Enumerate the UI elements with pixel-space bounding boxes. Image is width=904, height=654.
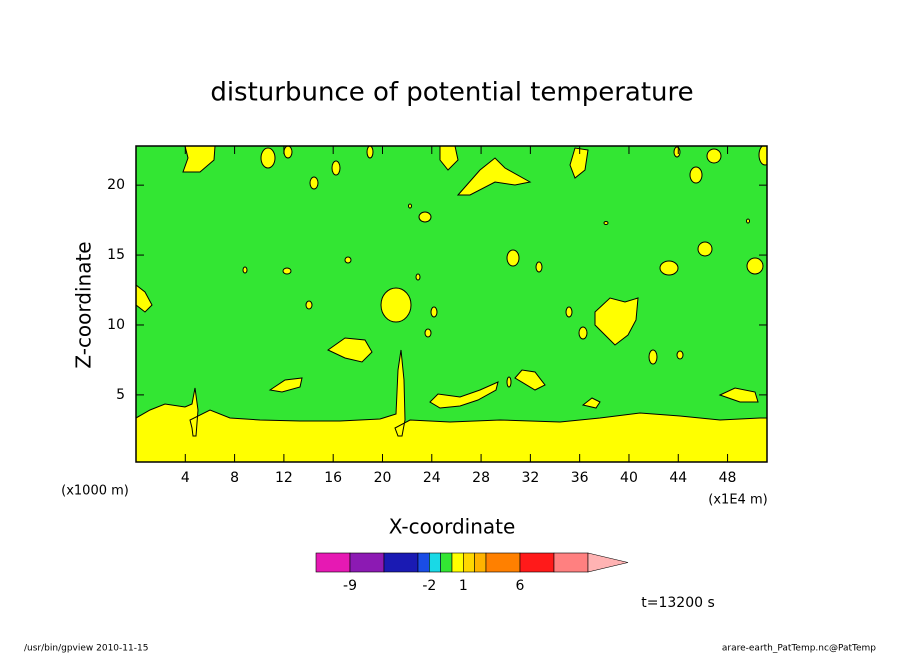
colorbar-segment — [553, 552, 589, 573]
contour-region — [603, 221, 609, 225]
contour-region — [706, 148, 722, 164]
x-tick-label: 16 — [324, 470, 342, 486]
x-tick-label: 44 — [669, 470, 687, 486]
x-tick-label: 20 — [374, 470, 392, 486]
colorbar-tick-label: -9 — [343, 578, 357, 594]
colorbar-segment — [349, 552, 385, 573]
contour-region — [136, 284, 153, 313]
plot-frame — [135, 145, 768, 463]
colorbar-tick-label: -2 — [422, 578, 436, 594]
contour-region — [429, 381, 499, 409]
contour-region — [415, 273, 421, 281]
x-tick-label: 32 — [521, 470, 539, 486]
contour-region — [697, 241, 713, 257]
contour-region — [424, 328, 432, 338]
colorbar-segment — [440, 552, 453, 573]
contour-region — [418, 211, 432, 223]
colorbar-segment — [429, 552, 441, 573]
colorbar-segment — [315, 552, 351, 573]
contour-field — [136, 146, 767, 462]
x-tick-label: 8 — [230, 470, 239, 486]
colorbar-segment — [474, 552, 487, 573]
x-axis-label: X-coordinate — [389, 515, 516, 539]
x-tick-label: 24 — [423, 470, 441, 486]
contour-region — [565, 306, 573, 318]
y-axis-label: Z-coordinate — [72, 241, 96, 368]
contour-region — [136, 349, 767, 462]
x-unit-label: (x1E4 m) — [708, 493, 767, 508]
contour-region — [506, 376, 512, 388]
contour-region — [718, 387, 759, 403]
y-tick-label: 15 — [107, 247, 125, 263]
time-label: t=13200 s — [641, 595, 715, 611]
colorbar-segment — [485, 552, 521, 573]
y-tick-label: 20 — [107, 177, 125, 193]
y-tick-label: 5 — [116, 387, 125, 403]
contour-region — [327, 337, 373, 363]
contour-region — [581, 397, 601, 409]
contour-region — [746, 218, 750, 224]
contour-region — [578, 326, 588, 340]
contour-region — [182, 146, 216, 173]
colorbar-tick-label: 1 — [459, 578, 468, 594]
contour-region — [676, 350, 684, 360]
contour-region — [366, 146, 374, 159]
x-tick-label: 36 — [571, 470, 589, 486]
contour-region — [283, 146, 293, 159]
x-tick-label: 40 — [620, 470, 638, 486]
contour-region — [309, 176, 319, 190]
field-background — [136, 146, 767, 462]
contour-region — [456, 157, 532, 196]
y-unit-label: (x1000 m) — [61, 484, 129, 499]
contour-region — [242, 266, 248, 274]
contour-region — [659, 260, 679, 276]
contour-region — [260, 147, 276, 169]
footer-left: /usr/bin/gpview 2010-11-15 — [24, 644, 148, 654]
contour-region — [569, 147, 589, 179]
contour-region — [506, 249, 520, 267]
colorbar-tick-label: 6 — [516, 578, 525, 594]
colorbar-segment — [383, 552, 419, 573]
contour-region — [268, 377, 303, 393]
contour-region — [514, 369, 546, 391]
y-tick-label: 10 — [107, 317, 125, 333]
colorbar-segment — [463, 552, 475, 573]
chart-title: disturbunce of potential temperature — [210, 78, 693, 108]
contour-region — [673, 146, 681, 158]
contour-region — [689, 166, 703, 184]
contour-region — [439, 146, 459, 171]
colorbar-extension — [587, 552, 629, 573]
contour-region — [408, 203, 412, 209]
x-tick-label: 28 — [472, 470, 490, 486]
contour-region — [648, 349, 658, 365]
colorbar-segment — [417, 552, 430, 573]
contour-region — [430, 306, 438, 318]
contour-region — [344, 256, 352, 264]
contour-region — [746, 257, 764, 275]
contour-region — [305, 300, 313, 310]
contour-region — [594, 297, 639, 346]
colorbar-segment — [451, 552, 464, 573]
contour-region — [282, 267, 292, 275]
contour-region — [331, 160, 341, 176]
contour-region — [380, 287, 412, 323]
x-tick-label: 12 — [275, 470, 293, 486]
footer-right: arare-earth_PatTemp.nc@PatTemp — [722, 644, 876, 654]
contour-region — [758, 146, 767, 166]
colorbar-segment — [519, 552, 555, 573]
x-tick-label: 48 — [719, 470, 737, 486]
x-tick-label: 4 — [181, 470, 190, 486]
contour-region — [535, 261, 543, 273]
